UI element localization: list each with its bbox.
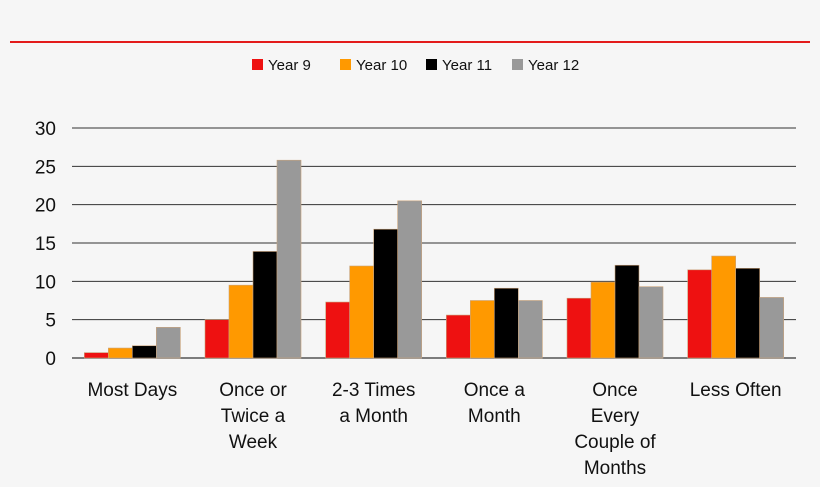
legend-label: Year 11 xyxy=(442,57,492,74)
x-category-label-line: 2-3 Times xyxy=(332,380,415,401)
bar-year-11 xyxy=(132,345,157,359)
x-category-label: Once or Twice a Week xyxy=(219,380,287,453)
x-axis: Most Days Once or Twice a Week 2-3 Times a Mo… xyxy=(87,380,781,479)
legend-swatch xyxy=(512,59,523,70)
y-tick-label: 25 xyxy=(35,157,56,178)
bar-year-12 xyxy=(397,200,422,359)
bar-year-11 xyxy=(373,228,398,359)
x-category-label-line: a Month xyxy=(339,406,408,427)
bar-year-9 xyxy=(446,314,471,359)
x-category-label-line: Every xyxy=(591,406,640,427)
x-category-label-line: Couple of xyxy=(574,432,656,453)
x-category-label-line: Once xyxy=(592,380,637,401)
bar-year-10 xyxy=(590,281,616,359)
bar-year-12 xyxy=(156,327,181,359)
x-category-label: Less Often xyxy=(690,380,782,401)
legend-label: Year 12 xyxy=(528,57,579,74)
bar-year-9 xyxy=(687,269,712,359)
y-tick-label: 15 xyxy=(35,234,56,255)
legend-label: Year 10 xyxy=(356,57,407,74)
legend-label: Year 9 xyxy=(268,57,311,74)
legend: Year 9 Year 10 Year 11 Year 12 xyxy=(252,57,579,74)
bar-year-12 xyxy=(518,300,543,359)
y-tick-label: 0 xyxy=(45,349,56,370)
legend-swatch xyxy=(340,59,351,70)
bar-year-10 xyxy=(228,284,254,359)
x-category-label: Most Days xyxy=(87,380,177,401)
x-category-label: Once Every Couple of Months xyxy=(574,380,656,479)
x-category-label-line: Month xyxy=(468,406,521,427)
bar-year-11 xyxy=(735,267,760,359)
x-category-label-line: Once or xyxy=(219,380,287,401)
legend-swatch xyxy=(426,59,437,70)
bar-year-10 xyxy=(711,255,736,359)
bar-year-11 xyxy=(614,264,640,359)
bar-year-12 xyxy=(638,286,664,359)
gridlines xyxy=(72,127,796,359)
x-category-label-line: Less Often xyxy=(690,380,782,401)
x-category-label: Once a Month xyxy=(464,380,526,427)
x-category-label-line: Week xyxy=(229,432,278,453)
y-tick-label: 10 xyxy=(35,272,56,293)
bar-year-10 xyxy=(108,347,133,359)
y-tick-label: 5 xyxy=(45,311,56,332)
bar-year-10 xyxy=(349,265,374,359)
x-category-label: 2-3 Times a Month xyxy=(332,380,415,427)
bar-year-11 xyxy=(494,287,519,359)
bar-year-9 xyxy=(204,319,230,359)
x-category-label-line: Once a xyxy=(464,380,526,401)
bar-year-9 xyxy=(325,301,350,359)
bar-year-12 xyxy=(276,159,302,359)
bar-year-9 xyxy=(566,297,592,359)
x-category-label-line: Twice a xyxy=(221,406,286,427)
bar-year-12 xyxy=(759,297,784,359)
legend-swatch xyxy=(252,59,263,70)
bars xyxy=(84,159,784,359)
y-tick-label: 30 xyxy=(35,119,56,140)
y-axis: 0 5 10 15 20 25 30 xyxy=(35,119,56,370)
bar-year-10 xyxy=(470,300,495,359)
bar-year-11 xyxy=(252,251,278,359)
y-tick-label: 20 xyxy=(35,196,56,217)
x-category-label-line: Months xyxy=(584,458,646,479)
x-category-label-line: Most Days xyxy=(87,380,177,401)
bar-year-9 xyxy=(84,352,109,359)
